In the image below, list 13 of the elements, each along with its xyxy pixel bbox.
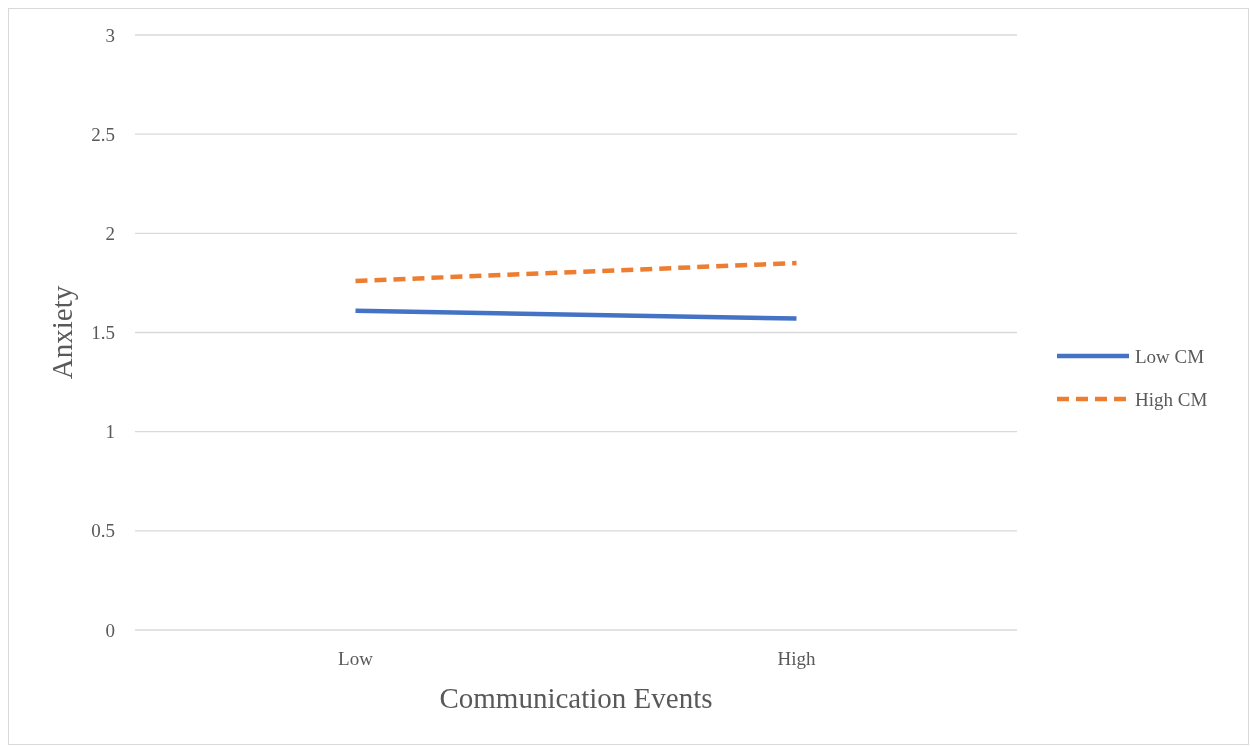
- x-axis-title: Communication Events: [439, 682, 713, 714]
- y-axis-title: Anxiety: [46, 285, 78, 380]
- y-tick-label: 0: [105, 619, 115, 641]
- y-tick-label: 3: [105, 24, 115, 46]
- legend-label: High CM: [1135, 388, 1208, 410]
- y-tick-label: 2.5: [91, 123, 115, 145]
- y-tick-label: 1: [105, 421, 115, 443]
- y-tick-label: 0.5: [91, 520, 115, 542]
- x-tick-label: Low: [338, 648, 374, 669]
- y-tick-label: 2: [105, 222, 115, 244]
- x-tick-label: High: [777, 648, 816, 669]
- y-tick-label: 1.5: [91, 322, 115, 344]
- legend-label: Low CM: [1135, 345, 1205, 367]
